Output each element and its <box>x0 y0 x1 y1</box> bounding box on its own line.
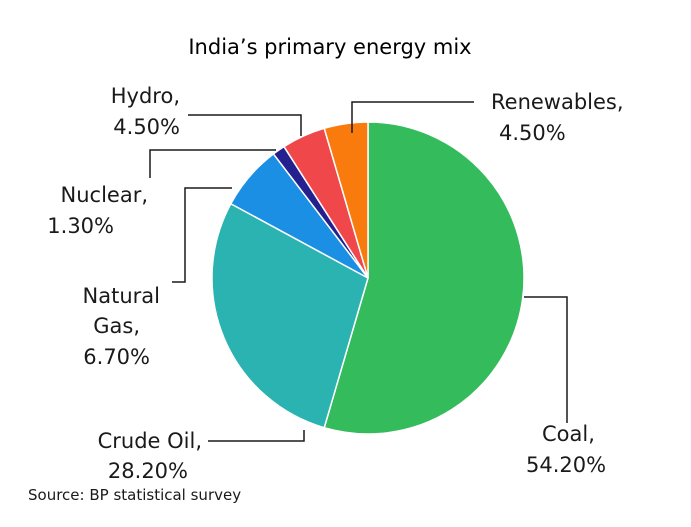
label-natural-gas-name-line-2: Gas, <box>93 314 140 338</box>
label-natural-gas: Natural Gas, 6.70% <box>83 284 160 369</box>
leader-line-crude-oil <box>208 430 305 442</box>
leader-line-renewables <box>351 101 474 133</box>
leader-line-natural-gas <box>172 187 232 283</box>
label-crude-oil-value: 28.20% <box>108 459 188 483</box>
label-natural-gas-name-line-1: Natural <box>83 284 160 308</box>
label-coal: Coal, 54.20% <box>526 422 606 477</box>
label-renewables: Renewables, 4.50% <box>491 90 624 145</box>
label-renewables-value: 4.50% <box>499 121 566 145</box>
label-renewables-name: Renewables, <box>491 90 624 114</box>
pie-slice-coal <box>323 121 525 435</box>
leader-line-coal <box>524 296 568 423</box>
pie-slice-crude-oil <box>211 202 369 429</box>
leader-line-hydro <box>188 114 302 136</box>
label-crude-oil: Crude Oil, 28.20% <box>98 429 202 483</box>
pie-slices <box>211 121 525 435</box>
label-hydro-name: Hydro, <box>111 84 180 108</box>
source-note: Source: BP statistical survey <box>28 486 241 504</box>
label-nuclear: Nuclear, 1.30% <box>47 183 148 238</box>
label-coal-name: Coal, <box>542 422 595 446</box>
pie-slice-renewables <box>323 121 369 279</box>
label-crude-oil-name: Crude Oil, <box>98 429 202 453</box>
label-hydro: Hydro, 4.50% <box>111 84 180 139</box>
leader-line-nuclear <box>149 149 276 178</box>
label-natural-gas-value: 6.70% <box>83 345 150 369</box>
label-nuclear-name: Nuclear, <box>61 183 149 207</box>
chart-title: India’s primary energy mix <box>188 35 471 59</box>
label-nuclear-value: 1.30% <box>47 214 114 238</box>
label-coal-value: 54.20% <box>526 453 606 477</box>
label-hydro-value: 4.50% <box>113 115 180 139</box>
